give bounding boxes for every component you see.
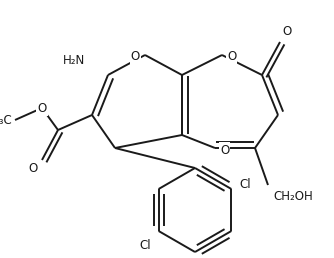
Text: H₂N: H₂N <box>63 53 85 67</box>
Text: CH₂OH: CH₂OH <box>273 190 313 203</box>
Text: Cl: Cl <box>239 178 251 190</box>
Text: Cl: Cl <box>139 239 151 252</box>
Text: O: O <box>131 51 140 63</box>
Text: O: O <box>227 51 236 63</box>
Text: O: O <box>282 25 291 38</box>
Text: O: O <box>37 101 47 115</box>
Text: H₃C: H₃C <box>0 114 13 126</box>
Text: O: O <box>220 143 229 157</box>
Text: O: O <box>29 162 38 175</box>
